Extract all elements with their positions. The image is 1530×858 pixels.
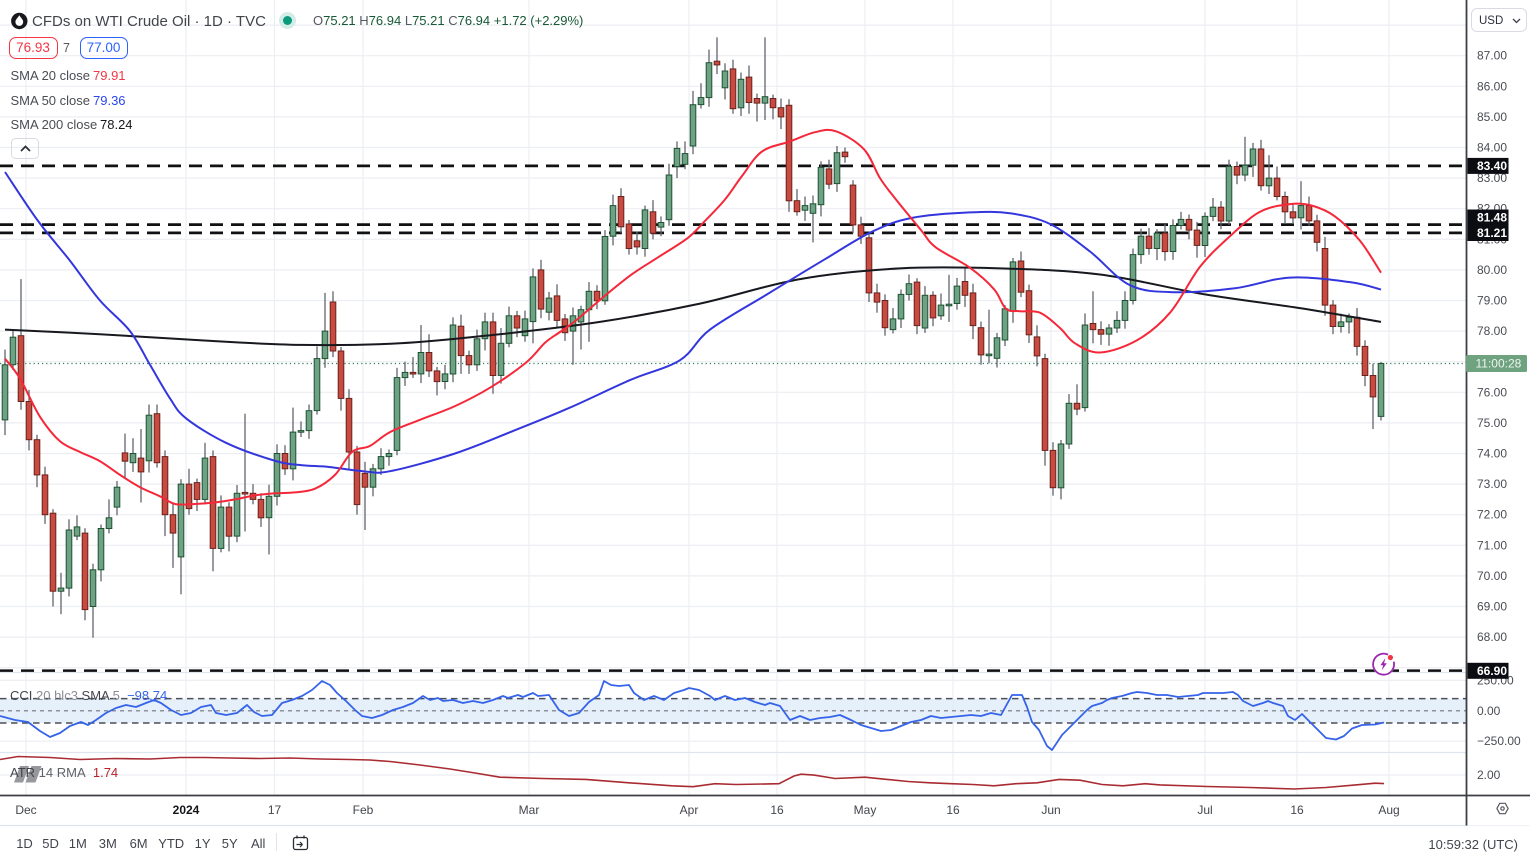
svg-text:Aug: Aug: [1378, 803, 1399, 817]
svg-text:83.40: 83.40: [1477, 159, 1507, 173]
svg-text:Feb: Feb: [353, 803, 374, 817]
svg-text:74.00: 74.00: [1477, 447, 1507, 461]
svg-text:16: 16: [946, 803, 960, 817]
svg-text:68.00: 68.00: [1477, 630, 1507, 644]
svg-text:70.00: 70.00: [1477, 569, 1507, 583]
svg-text:11:00:28: 11:00:28: [1476, 357, 1522, 371]
svg-text:−250.00: −250.00: [1477, 734, 1521, 748]
svg-text:66.90: 66.90: [1477, 664, 1507, 678]
svg-text:83.00: 83.00: [1477, 171, 1507, 185]
svg-text:May: May: [854, 803, 877, 817]
svg-text:Dec: Dec: [15, 803, 36, 817]
svg-text:16: 16: [770, 803, 784, 817]
svg-text:Jul: Jul: [1197, 803, 1212, 817]
svg-text:0.00: 0.00: [1477, 704, 1501, 718]
svg-text:81.48: 81.48: [1477, 211, 1507, 225]
svg-text:Mar: Mar: [519, 803, 540, 817]
svg-text:85.00: 85.00: [1477, 110, 1507, 124]
svg-text:87.00: 87.00: [1477, 49, 1507, 63]
svg-text:78.00: 78.00: [1477, 324, 1507, 338]
svg-text:69.00: 69.00: [1477, 600, 1507, 614]
svg-text:17: 17: [268, 803, 282, 817]
svg-text:76.00: 76.00: [1477, 385, 1507, 399]
svg-text:73.00: 73.00: [1477, 477, 1507, 491]
svg-text:71.00: 71.00: [1477, 538, 1507, 552]
svg-text:2024: 2024: [173, 803, 200, 817]
svg-text:79.00: 79.00: [1477, 294, 1507, 308]
svg-text:72.00: 72.00: [1477, 508, 1507, 522]
svg-text:Jun: Jun: [1041, 803, 1060, 817]
svg-text:2.00: 2.00: [1477, 768, 1501, 782]
svg-text:75.00: 75.00: [1477, 416, 1507, 430]
svg-text:86.00: 86.00: [1477, 79, 1507, 93]
svg-text:Apr: Apr: [680, 803, 699, 817]
svg-text:84.00: 84.00: [1477, 141, 1507, 155]
svg-text:80.00: 80.00: [1477, 263, 1507, 277]
svg-text:81.21: 81.21: [1477, 226, 1507, 240]
svg-text:16: 16: [1290, 803, 1304, 817]
